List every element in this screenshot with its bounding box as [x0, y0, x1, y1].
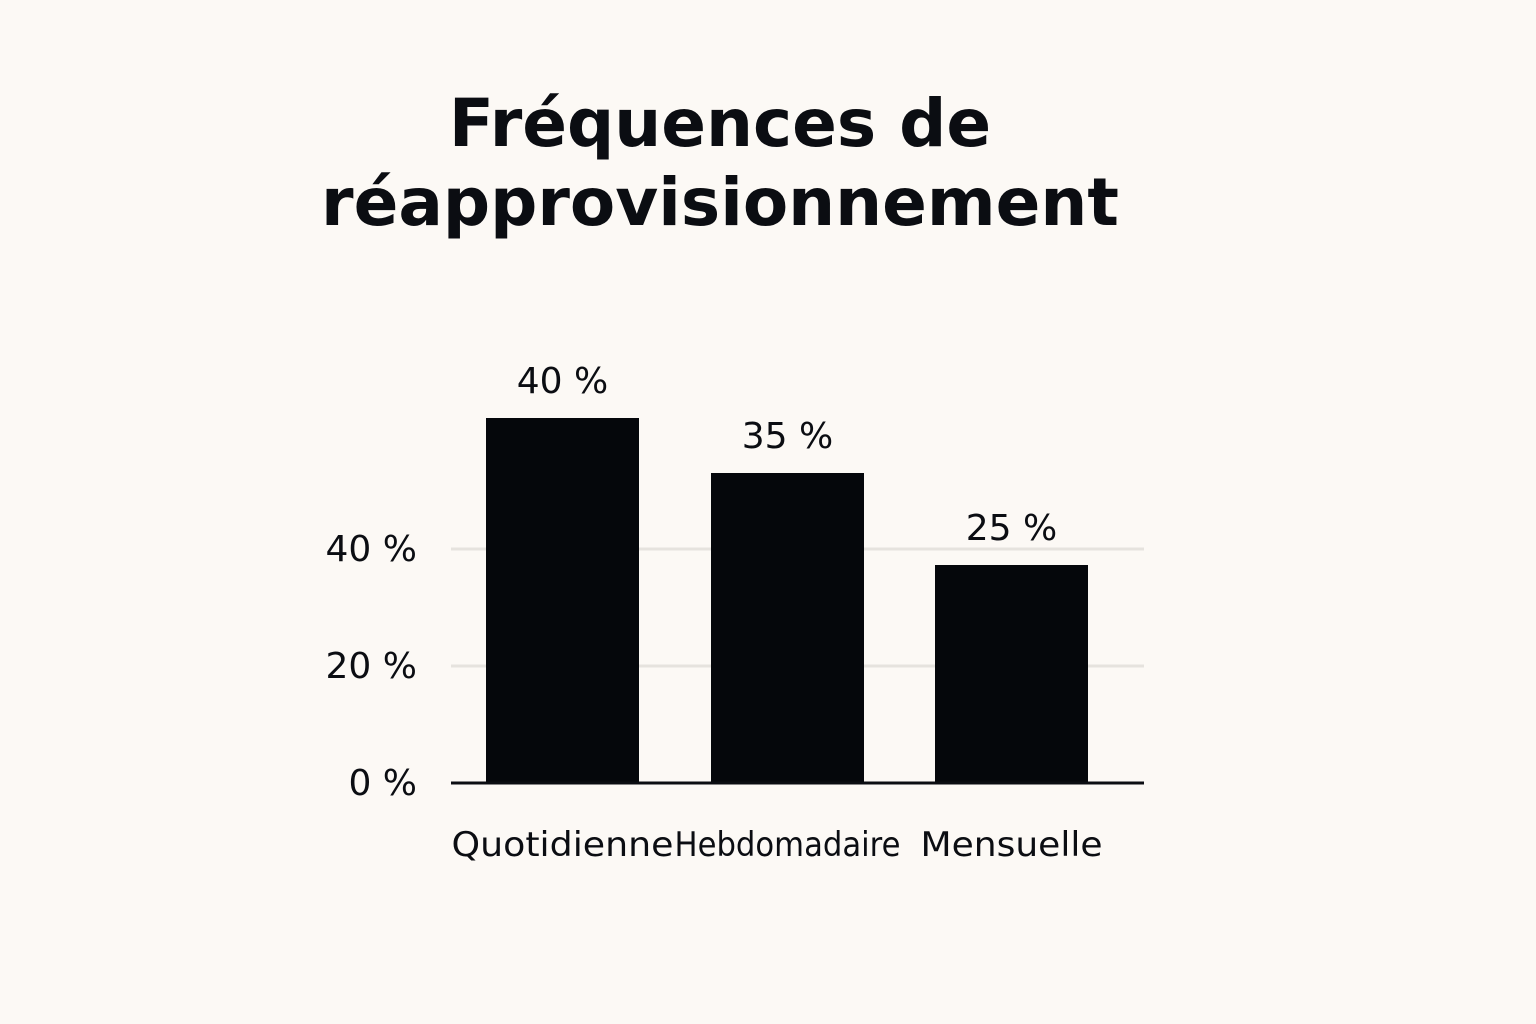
x-axis-ticks: Quotidienne Hebdomadaire Mensuelle — [452, 825, 1103, 865]
bar-quotidienne — [486, 418, 639, 783]
x-tick-label: Quotidienne — [452, 825, 674, 865]
chart-title: Fréquences de réapprovisionnement — [0, 84, 1440, 242]
y-tick-label: 40 % — [326, 529, 417, 570]
y-tick-label: 0 % — [348, 763, 417, 804]
bar-hebdomadaire — [711, 473, 864, 783]
x-tick-label: Mensuelle — [921, 825, 1103, 865]
x-tick-label: Hebdomadaire — [675, 825, 901, 865]
value-label: 40 % — [517, 361, 608, 402]
y-tick-label: 20 % — [326, 646, 417, 687]
value-label: 25 % — [966, 508, 1057, 549]
value-labels: 40 % 35 % 25 % — [517, 361, 1057, 549]
bar-mensuelle — [935, 565, 1088, 783]
chart-title-line-1: Fréquences de — [448, 85, 992, 162]
chart-title-line-2: réapprovisionnement — [321, 164, 1119, 241]
y-axis-ticks: 0 % 20 % 40 % — [326, 529, 417, 804]
bars — [486, 418, 1088, 783]
value-label: 35 % — [742, 416, 833, 457]
